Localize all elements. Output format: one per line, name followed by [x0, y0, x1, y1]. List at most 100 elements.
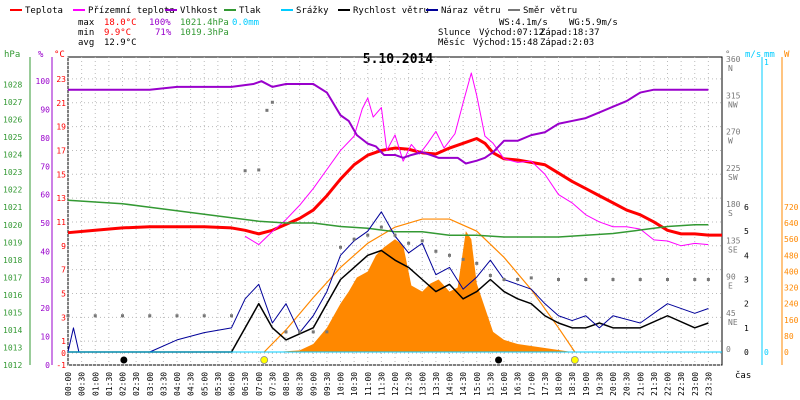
legend: Teplota Přízemní teplota Vlhkost Tlak Srážky… [10, 6, 577, 16]
x-tick-label: 04:30 [187, 372, 196, 396]
x-axis-label: čas [735, 370, 751, 381]
series-line-přízemní-teplota [244, 72, 709, 247]
pressure-tick: 1012 [3, 361, 22, 370]
pressure-tick: 1020 [3, 221, 22, 230]
axes-layer: 1012101310141015101610171018101910201021… [3, 55, 799, 396]
moon-label: Měsíc [438, 38, 465, 48]
temperature-tick: 1 [61, 337, 66, 346]
pressure-tick: 1022 [3, 186, 22, 195]
direction-tick: 0 [726, 345, 731, 354]
direction-tick: 360 [726, 55, 741, 64]
x-tick-label: 07:00 [255, 372, 264, 396]
unit-degree: ° [725, 50, 730, 60]
x-tick-label: 17:30 [541, 372, 550, 396]
wind-tick: 4 [744, 251, 749, 260]
x-tick-label: 15:30 [486, 372, 495, 396]
x-tick-label: 16:00 [500, 372, 509, 396]
x-tick-label: 20:30 [623, 372, 632, 396]
series-line-vlhkost [68, 80, 709, 165]
x-tick-label: 04:00 [173, 372, 182, 396]
wind-direction-point [706, 278, 710, 281]
x-tick-label: 21:30 [650, 372, 659, 396]
wind-direction-point [230, 314, 233, 318]
humidity-tick: 80 [40, 134, 50, 143]
solar-tick: 160 [784, 316, 799, 325]
direction-name: SE [728, 245, 738, 254]
temperature-tick: 3 [61, 313, 66, 322]
solar-tick: 80 [784, 332, 794, 341]
unit-hpa: hPa [4, 50, 20, 60]
unit-ms: m/s [745, 50, 761, 60]
legend-label: Směr větru [523, 6, 577, 16]
x-tick-label: 16:30 [514, 372, 523, 396]
legend-label: Srážky [296, 6, 329, 16]
wind-direction-point [557, 278, 560, 281]
wind-tick: 2 [744, 300, 749, 309]
series-line-tlak [67, 199, 709, 238]
temperature-tick: 9 [61, 242, 66, 251]
wind-direction-point [529, 276, 533, 280]
direction-name: S [728, 209, 733, 218]
wind-speed-summary: WS:4.1m/s [499, 18, 548, 28]
legend-label: Přízemní teplota [88, 6, 175, 16]
direction-name: NE [728, 318, 738, 327]
x-tick-label: 19:30 [595, 372, 604, 396]
humidity-tick: 50 [40, 219, 50, 228]
temperature-tick: 11 [56, 218, 66, 227]
x-tick-label: 01:00 [91, 372, 100, 396]
wind-tick: 1 [744, 324, 749, 333]
stat-min-hum: 71% [155, 28, 172, 38]
unit-mm: mm [764, 50, 775, 60]
stat-max-hum: 100% [149, 18, 171, 28]
x-tick-label: 20:00 [609, 372, 618, 396]
pressure-tick: 1014 [3, 326, 22, 335]
legend-label: Náraz větru [441, 6, 501, 16]
wind-direction-point [638, 278, 642, 281]
wind-gust-summary: WG:5.9m/s [569, 18, 618, 28]
rain-tick: 1 [764, 58, 769, 67]
wind-direction-point [243, 169, 247, 173]
wind-direction-point [407, 241, 411, 245]
pressure-tick: 1015 [3, 308, 22, 317]
moonset: Západ:2:03 [540, 38, 594, 48]
sunset: Západ:18:37 [540, 28, 600, 38]
x-tick-label: 09:00 [309, 372, 318, 396]
x-tick-label: 11:30 [377, 372, 386, 396]
legend-label: Vlhkost [180, 6, 218, 16]
legend-label: Teplota [25, 6, 63, 16]
x-tick-label: 01:30 [105, 372, 114, 396]
temperature-tick: -1 [56, 361, 66, 370]
x-tick-label: 23:00 [691, 372, 700, 396]
x-tick-label: 11:00 [364, 372, 373, 396]
legend-label: Tlak [239, 6, 261, 16]
wind-direction-point [611, 278, 615, 281]
wind-direction-point [148, 314, 152, 318]
humidity-tick: 40 [40, 247, 50, 256]
solar-tick: 400 [784, 267, 799, 276]
solar-tick: 320 [784, 284, 799, 293]
direction-tick: 135 [726, 236, 741, 245]
pressure-tick: 1027 [3, 98, 22, 107]
sun-marker [570, 356, 579, 364]
solar-tick: 560 [784, 235, 799, 244]
pressure-tick: 1019 [3, 238, 22, 247]
x-tick-label: 02:00 [119, 372, 128, 396]
direction-tick: 45 [726, 309, 736, 318]
direction-tick: 270 [726, 128, 741, 137]
x-tick-label: 22:30 [677, 372, 686, 396]
solar-tick: 0 [784, 348, 789, 357]
wind-tick: 6 [744, 203, 749, 212]
solar-tick: 240 [784, 300, 799, 309]
wind-direction-point [461, 257, 465, 261]
temperature-tick: 23 [56, 75, 66, 84]
x-tick-label: 14:30 [459, 372, 468, 396]
moon-marker [495, 356, 503, 364]
x-tick-label: 00:30 [78, 372, 87, 396]
direction-tick: 90 [726, 273, 736, 282]
x-tick-label: 07:30 [268, 372, 277, 396]
wind-direction-point [284, 330, 288, 334]
humidity-tick: 90 [40, 106, 50, 115]
pressure-tick: 1018 [3, 256, 22, 265]
wind-tick: 0 [744, 348, 749, 357]
humidity-tick: 70 [40, 162, 50, 171]
